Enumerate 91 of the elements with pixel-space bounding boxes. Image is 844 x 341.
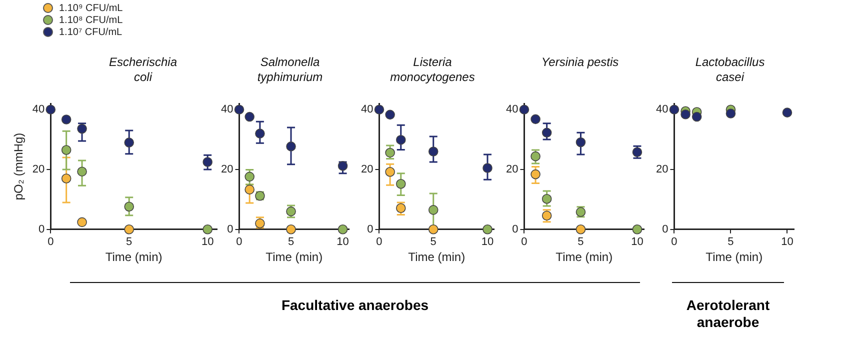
- x-tick-label: 10: [781, 236, 794, 248]
- y-tick-label: 20: [32, 164, 45, 176]
- point: [396, 134, 406, 145]
- chart-title: Listeria monocytogenes: [389, 55, 476, 86]
- x-axis-title: Time (min): [105, 250, 162, 264]
- point: [286, 142, 296, 152]
- point: [385, 166, 395, 177]
- point: [428, 205, 438, 215]
- point: [576, 137, 586, 148]
- point: [244, 172, 254, 182]
- x-tick-label: 10: [201, 236, 214, 248]
- point: [61, 174, 72, 184]
- y-tick-label: 0: [227, 223, 234, 236]
- y-tick-label: 20: [360, 164, 374, 176]
- point: [374, 104, 384, 114]
- y-tick-label: 0: [662, 223, 668, 236]
- point: [255, 128, 265, 138]
- point: [124, 202, 134, 212]
- point: [338, 161, 348, 171]
- y-tick-label: 20: [656, 164, 668, 176]
- y-axis-title: pO₂ (mmHg): [12, 132, 26, 200]
- point: [726, 108, 736, 118]
- point: [519, 104, 530, 114]
- x-tick-label: 0: [48, 236, 54, 248]
- legend-label: 1.10⁹ CFU/mL: [59, 2, 123, 14]
- y-tick-label: 0: [367, 223, 374, 236]
- point: [542, 128, 552, 138]
- text: Facultative anaerobes: [280, 297, 430, 314]
- y-tick-label: 0: [38, 223, 45, 236]
- point: [669, 104, 680, 114]
- point: [244, 184, 254, 194]
- chart-title: Yersinia pestis: [540, 55, 620, 71]
- x-axis-title: Time (min): [706, 250, 763, 264]
- y-tick-label: 40: [506, 104, 518, 116]
- point: [576, 224, 586, 234]
- point: [77, 124, 87, 134]
- chart-title: Escherischia coli: [108, 55, 178, 86]
- point: [542, 194, 552, 204]
- x-tick-label: 5: [288, 236, 294, 248]
- point: [482, 163, 492, 173]
- y-tick-label: 20: [220, 164, 234, 176]
- x-tick-label: 10: [631, 236, 644, 248]
- point: [632, 224, 642, 234]
- y-tick-label: 0: [512, 223, 518, 236]
- point: [286, 224, 296, 234]
- x-tick-label: 0: [521, 236, 528, 248]
- point: [124, 138, 134, 148]
- point: [338, 224, 348, 234]
- point: [692, 112, 702, 122]
- point: [244, 112, 254, 122]
- x-axis-title: Time (min): [408, 250, 466, 264]
- point: [385, 110, 395, 120]
- point: [530, 114, 540, 124]
- x-axis-title: Time (min): [556, 250, 613, 264]
- point: [202, 157, 212, 167]
- point: [428, 224, 438, 234]
- point: [680, 109, 690, 120]
- x-tick-label: 10: [481, 236, 494, 248]
- y-tick-label: 40: [360, 104, 374, 116]
- point: [77, 217, 87, 228]
- x-tick-label: 5: [578, 236, 584, 248]
- point: [482, 224, 492, 234]
- point: [428, 146, 438, 156]
- point: [234, 104, 244, 114]
- y-tick-label: 20: [506, 164, 518, 176]
- chart-title: Salmonella typhimurium: [256, 55, 324, 86]
- x-axis-title: Time (min): [266, 250, 323, 264]
- point: [77, 166, 87, 176]
- point: [202, 224, 212, 234]
- y-tick-label: 40: [220, 104, 234, 116]
- x-tick-label: 5: [126, 236, 132, 248]
- x-tick-label: 10: [336, 236, 349, 248]
- legend-label: 1.10⁸ CFU/mL: [59, 14, 123, 26]
- x-tick-label: 0: [671, 236, 678, 248]
- x-tick-label: 0: [376, 236, 382, 248]
- point: [530, 151, 540, 162]
- y-tick-label: 40: [32, 104, 45, 116]
- point: [46, 104, 56, 114]
- point: [530, 169, 540, 180]
- x-tick-label: 5: [430, 236, 436, 248]
- y-tick-label: 40: [656, 104, 668, 116]
- point: [61, 145, 72, 155]
- point: [61, 114, 72, 124]
- text: Aerotolerant anaerobe: [685, 297, 771, 331]
- chart-title: Lactobacillus casei: [694, 55, 766, 86]
- point: [124, 224, 134, 234]
- x-tick-label: 5: [728, 236, 734, 248]
- point: [782, 108, 792, 118]
- x-tick-label: 0: [236, 236, 242, 248]
- legend-label: 1.10⁷ CFU/mL: [59, 26, 122, 38]
- point: [396, 178, 406, 189]
